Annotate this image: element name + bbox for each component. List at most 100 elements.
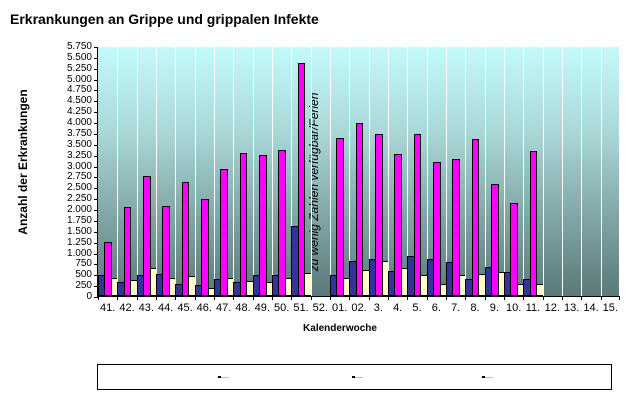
y-tick-label: 4.750 [66,84,92,96]
gridline [426,47,428,296]
gridline [542,47,544,296]
bar-series-2 [433,162,441,296]
x-tick-mark [233,296,235,300]
y-tick-label: 3.000 [66,160,92,172]
y-tick-label: 1.000 [66,247,92,259]
y-tick-mark [94,57,98,59]
gridline [388,47,389,296]
y-tick-label: 1.250 [66,236,92,248]
gridline [272,47,273,296]
gridline [407,47,409,296]
x-tick-label: 9. [489,302,499,314]
x-tick-mark [368,296,370,300]
y-tick-mark [94,101,98,103]
y-tick-mark [94,199,98,201]
x-tick-mark [523,296,525,300]
bar-series-2 [181,181,190,296]
y-tick-mark [94,220,98,222]
gridline [175,47,177,296]
x-tick-label: 12. [544,302,560,314]
gridline [310,47,312,296]
legend-item-1 [218,376,230,379]
y-tick-mark [94,242,98,244]
x-tick-label: 10. [506,302,522,314]
x-tick-mark [175,296,177,300]
y-tick-label: 750 [75,258,92,270]
y-tick-mark [94,253,98,255]
gridline [504,47,505,296]
y-tick-mark [94,286,98,288]
y-tick-label: 5.250 [66,62,92,74]
legend-item-2 [352,376,364,379]
gridline [252,47,254,296]
y-tick-label: 1.750 [66,214,92,226]
x-axis-label: Kalenderwoche [303,323,377,334]
x-tick-label: 11. [525,302,541,314]
x-tick-mark [214,296,215,300]
bar-series-2 [510,202,518,296]
y-tick-mark [94,275,98,277]
y-tick-mark [94,297,98,298]
gridline [484,47,486,296]
y-axis-label: Anzahl der Erkrankungen [16,89,30,235]
x-tick-mark [562,296,563,300]
y-tick-label: 2.000 [66,204,92,216]
x-tick-mark [407,296,409,300]
x-tick-label: 52. [312,302,328,314]
y-tick-label: 0 [86,291,92,302]
x-tick-label: 4. [393,302,403,314]
x-tick-mark [484,296,486,300]
x-tick-label: 51. [293,302,309,314]
gridline [214,47,215,296]
x-tick-label: 49. [254,302,270,314]
x-tick-label: 45. [177,302,193,314]
y-tick-mark [94,177,98,179]
y-tick-label: 5.500 [66,51,92,63]
bar-series-2 [278,150,286,296]
x-tick-label: 50. [274,302,290,314]
x-tick-mark [446,296,447,300]
y-tick-label: 4.250 [66,106,92,118]
x-tick-label: 15. [602,302,618,314]
y-tick-label: 1.500 [66,225,92,237]
bar-series-2 [375,134,383,296]
annotation-holiday: zu wenig Zahlen verfügbar/Ferien [306,77,322,287]
y-tick-label: 5.000 [66,73,92,85]
gridline [349,47,351,296]
bar-series-2 [123,206,132,296]
x-tick-label: 14. [583,302,599,314]
y-tick-mark [94,188,98,190]
bar-series-2 [413,134,422,296]
y-tick-label: 4.500 [66,95,92,107]
gridline [136,47,138,296]
gridline [156,47,157,296]
y-tick-label: 4.000 [66,117,92,129]
x-tick-mark [600,296,602,300]
legend-item-3 [482,376,494,379]
bar-series-2 [529,151,538,296]
x-tick-mark [117,296,119,300]
y-tick-mark [94,79,98,81]
gridline [330,47,331,296]
x-tick-mark [291,296,293,300]
y-tick-mark [94,47,98,48]
x-tick-label: 5. [412,302,422,314]
gridline [233,47,235,296]
y-tick-label: 3.500 [66,138,92,150]
x-tick-label: 7. [451,302,461,314]
y-tick-label: 2.750 [66,171,92,183]
chart-title: Erkrankungen an Grippe und grippalen Inf… [10,11,319,27]
gridline [446,47,447,296]
x-tick-label: 6. [431,302,441,314]
x-tick-mark [542,296,544,300]
gridline [562,47,563,296]
bar-series-2 [471,139,480,296]
y-tick-label: 5.750 [66,41,92,52]
y-tick-mark [94,123,98,125]
bar-series-2 [220,168,228,296]
gridline [291,47,293,296]
gridline [581,47,583,296]
x-tick-mark [504,296,505,300]
gridline [117,47,119,296]
y-tick-label: 500 [75,269,92,281]
